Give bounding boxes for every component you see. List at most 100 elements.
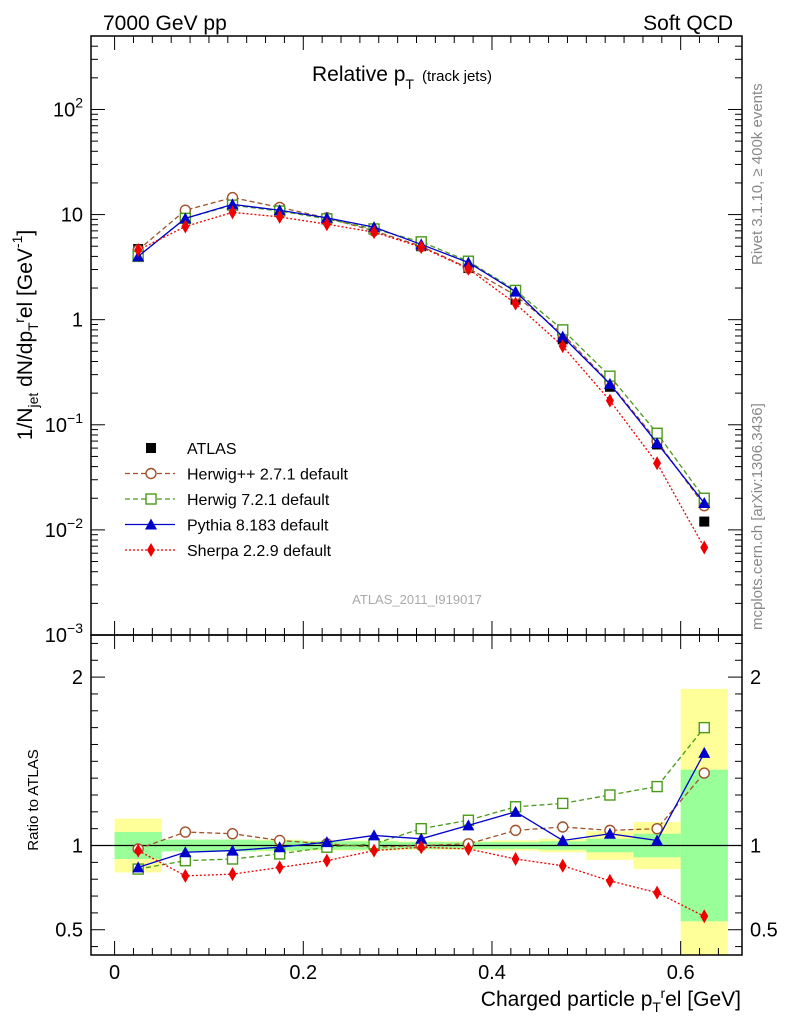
data-point [464, 261, 473, 276]
y-tick-label: 10 [61, 205, 83, 227]
ratio-data-point [698, 767, 710, 779]
main-panel: 102 10 1 10−1 10−2 10−3 Relative pT (track jet… [9, 35, 743, 647]
ratio-series-2 [132, 746, 711, 873]
analysis-id: ATLAS_2011_I919017 [352, 592, 482, 607]
legend-entry: Pythia 8.183 default [125, 518, 329, 535]
ratio-data-point [557, 821, 569, 833]
y-tick-label: 10−3 [45, 620, 83, 647]
ratio-data-point [368, 829, 381, 841]
legend-marker [145, 467, 157, 480]
data-point [653, 456, 662, 471]
ratio-y-tick-label-right: 2 [750, 667, 761, 689]
data-point [698, 497, 711, 509]
ratio-series-3 [134, 840, 709, 924]
data-point [605, 393, 614, 408]
ratio-data-point [651, 780, 663, 793]
data-point [179, 212, 192, 224]
x-tick-label: 0.4 [478, 962, 506, 984]
ratio-data-point [698, 746, 711, 758]
ratio-data-point [557, 797, 569, 810]
data-point [228, 205, 237, 220]
data-point [699, 516, 710, 527]
header-left: 7000 GeV pp [103, 12, 227, 35]
legend-label: Sherpa 2.2.9 default [187, 543, 332, 560]
ratio-y-tick-label: 2 [72, 667, 83, 689]
ratio-data-point [651, 822, 663, 835]
ratio-data-point [226, 828, 239, 840]
legend-entry: ATLAS [146, 441, 237, 458]
xlabel-sup: r [660, 985, 665, 1001]
header-right: Soft QCD [643, 12, 733, 35]
data-point [370, 225, 379, 240]
ratio-data-point [228, 867, 237, 882]
svg-text:Relative pT(track jets): Relative pT (track jets) [312, 63, 492, 92]
legend: ATLAS Herwig++ 2.7.1 default Herwig 7.2.1 … [125, 441, 349, 560]
main-title-extra: (track jets) [422, 68, 492, 85]
data-point [558, 339, 567, 354]
x-tick-label: 0 [109, 962, 120, 984]
ratio-data-point [558, 858, 567, 873]
data-point [603, 377, 616, 389]
legend-label: Herwig 7.2.1 default [187, 492, 330, 509]
mcplots-label: mcplots.cern.ch [arXiv:1306.3436] [749, 403, 766, 630]
ratio-data-point [179, 826, 192, 838]
ratio-data-point [370, 843, 379, 858]
xlabel-sub: T [652, 999, 661, 1015]
ratio-data-point [464, 841, 473, 856]
data-point [417, 240, 426, 255]
xlabel-end: el [GeV] [665, 988, 741, 1011]
data-point [556, 330, 569, 342]
legend-entry: Herwig 7.2.1 default [125, 492, 330, 509]
xlabel-main: Charged particle p [481, 988, 653, 1011]
ratio-data-point [556, 834, 569, 846]
legend-label: Herwig++ 2.7.1 default [187, 467, 349, 484]
y-tick-label: 10−1 [45, 410, 83, 437]
ratio-data-point [181, 868, 190, 883]
legend-entry: Herwig++ 2.7.1 default [125, 467, 349, 484]
rivet-label: Rivet 3.1.10, ≥ 400k events [749, 83, 766, 265]
ratio-data-point [653, 885, 662, 900]
data-point [509, 285, 522, 297]
ratio-data-point [134, 843, 143, 858]
ratio-y-tick-label: 0.5 [55, 920, 83, 942]
ratio-data-point [417, 840, 426, 855]
legend-label: Pythia 8.183 default [187, 518, 329, 535]
ratio-data-point [275, 860, 284, 875]
y-tick-label: 102 [53, 94, 83, 121]
y-tick-label: 1 [72, 310, 83, 332]
data-point [511, 296, 520, 311]
data-point [275, 209, 284, 224]
legend-marker [146, 443, 156, 453]
data-point [273, 204, 286, 216]
ratio-data-point [700, 909, 709, 924]
main-title-sub: T [405, 76, 414, 92]
x-tick-label: 0.2 [289, 962, 317, 984]
main-title: Relative pT (track jets) [312, 63, 492, 92]
main-title-text: Relative p [312, 63, 405, 86]
ratio-data-point [462, 819, 475, 831]
data-point [322, 217, 331, 232]
ratio-data-point [604, 789, 616, 801]
legend-marker [147, 543, 155, 557]
data-point [181, 219, 190, 234]
ratio-ylabel: Ratio to ATLAS [25, 749, 42, 850]
ratio-y-tick-label-right: 1 [750, 836, 761, 858]
legend-entry: Sherpa 2.2.9 default [125, 543, 332, 560]
ratio-data-point [603, 827, 616, 839]
y-tick-label: 10−2 [45, 515, 83, 542]
ratio-data-point [320, 836, 333, 848]
data-point [651, 427, 663, 439]
x-tick-label: 0.6 [667, 962, 695, 984]
ratio-data-point [415, 832, 428, 844]
ratio-data-point [511, 852, 520, 866]
ratio-y-tick-label: 1 [72, 836, 83, 858]
main-plot-area: 102 10 1 10−1 10−2 10−3 [45, 35, 742, 647]
ratio-data-point [132, 861, 145, 873]
ratio-data-point [179, 846, 192, 858]
series-4 [134, 205, 709, 555]
data-point [651, 437, 664, 449]
ratio-data-point [651, 834, 664, 846]
ratio-data-point [322, 853, 331, 868]
ratio-panel: 0.5 0.5 1 1 2 2 0 0.2 0.4 0.6 Ratio to ATLAS Char… [25, 634, 778, 1015]
